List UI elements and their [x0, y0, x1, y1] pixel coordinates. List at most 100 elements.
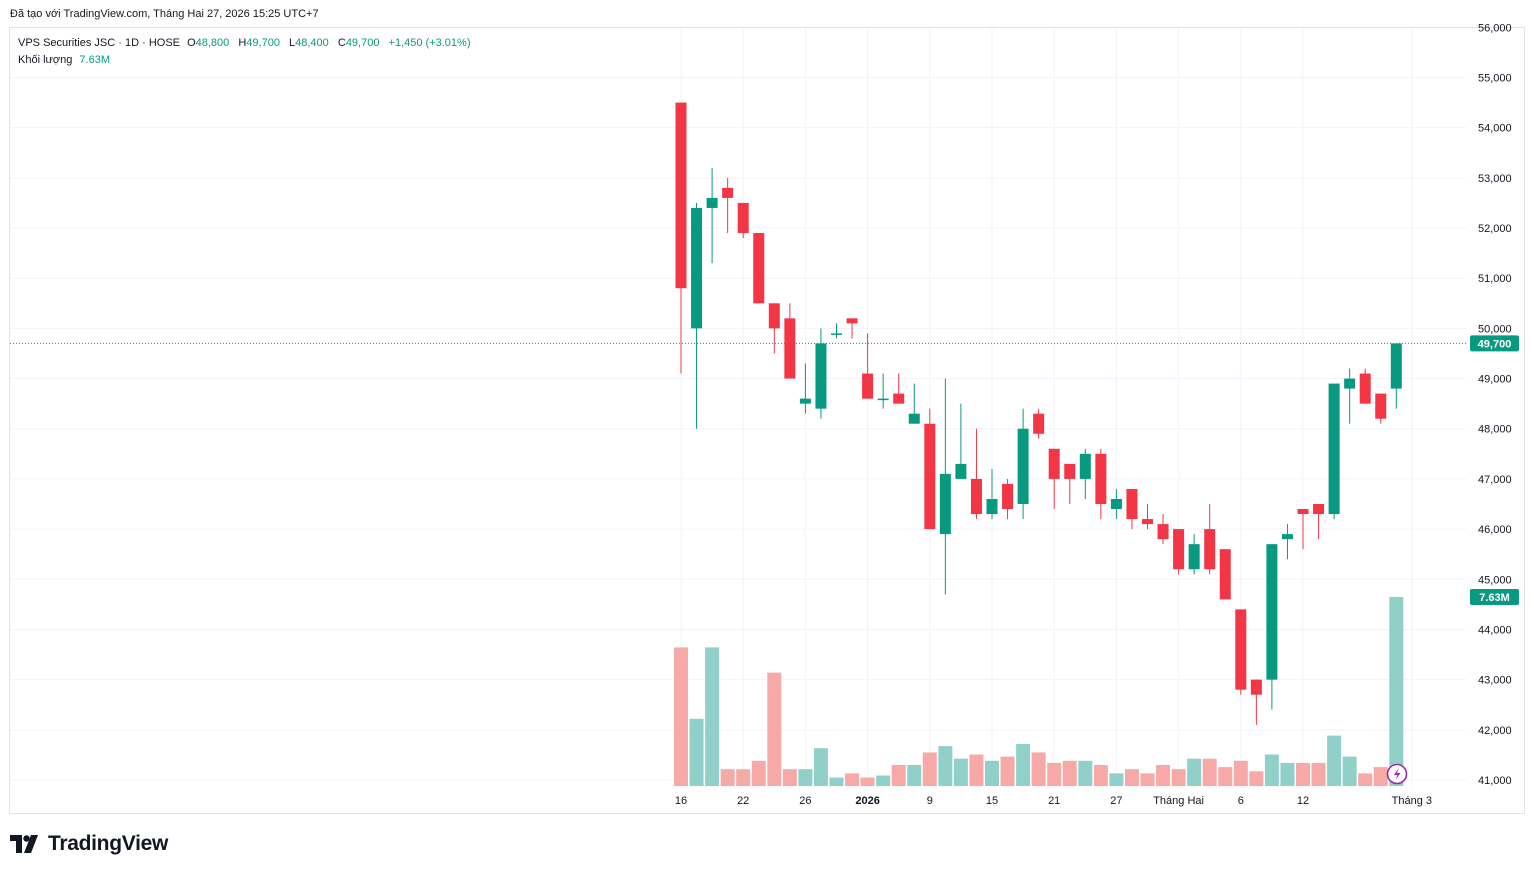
volume-bar	[674, 647, 688, 786]
candle-body	[1079, 453, 1091, 479]
last-price-badge	[1470, 335, 1519, 352]
chart-frame[interactable]	[9, 27, 1525, 814]
volume-bar	[1062, 760, 1077, 786]
low-value: 48,400	[295, 37, 329, 49]
candle-body	[753, 233, 765, 304]
y-tick-label: 53,000	[1478, 173, 1512, 185]
candle-body	[1297, 509, 1309, 515]
price-axis[interactable]: 41,000 42,000 43,000 44,000 45,000 46,000 47,0…	[1478, 22, 1512, 787]
candle-body	[675, 102, 687, 289]
candle-body	[1173, 529, 1185, 570]
volume-label[interactable]: Khối lượng	[18, 54, 73, 66]
volume-bar	[1233, 760, 1248, 786]
volume-bar	[953, 758, 968, 786]
volume-bar	[938, 746, 953, 786]
volume-bar	[1000, 756, 1015, 786]
y-tick-label: 41,000	[1478, 775, 1512, 787]
volume-bar	[720, 769, 735, 786]
legend-ohlc-row: VPS Securities JSC · 1D · HOSE O48,800 H…	[18, 35, 476, 52]
high-key: H	[238, 37, 247, 49]
volume-bar	[829, 777, 844, 786]
y-tick-label: 51,000	[1478, 273, 1512, 285]
candle-body	[1235, 609, 1247, 690]
candle-body	[1219, 549, 1231, 600]
volume-bar	[1093, 765, 1108, 786]
volume-bar	[736, 769, 751, 786]
candle-body	[908, 413, 920, 424]
volume-bar	[751, 760, 766, 786]
x-tick-label: 21	[1048, 795, 1060, 807]
candle-body	[831, 333, 842, 335]
last-volume-label: 7.63M	[1479, 592, 1510, 604]
volume-bar	[860, 777, 875, 786]
last-volume-badge	[1470, 589, 1519, 605]
candle-body	[1390, 343, 1402, 389]
volume-bar	[782, 769, 797, 786]
x-tick-label: 26	[799, 795, 811, 807]
tradingview-logo[interactable]: TradingView	[10, 832, 168, 856]
y-tick-label: 45,000	[1478, 574, 1512, 586]
x-tick-label: Tháng 3	[1392, 795, 1432, 807]
volume-bar	[907, 765, 922, 786]
candle-body	[1048, 448, 1060, 479]
volume-bar	[922, 752, 937, 786]
time-axis[interactable]: 16 22 26 2026 9 15 21 27 Tháng Hai 6 12 Tháng 3	[675, 795, 1432, 807]
x-tick-label: 27	[1110, 795, 1122, 807]
volume-bar	[705, 647, 720, 786]
y-tick-label: 49,000	[1478, 374, 1512, 386]
candle-body	[691, 207, 703, 329]
last-price-label: 49,700	[1478, 338, 1512, 350]
flash-icon[interactable]	[1386, 763, 1408, 785]
high-value: 49,700	[246, 37, 280, 49]
y-tick-label: 48,000	[1478, 424, 1512, 436]
candle-body	[862, 373, 874, 399]
close-value: 49,700	[345, 37, 380, 49]
volume-bar	[1389, 597, 1404, 786]
volume-bar	[876, 775, 891, 786]
volume-bar	[1171, 769, 1186, 786]
candle-body	[1375, 393, 1387, 419]
volume-bar	[845, 773, 860, 786]
y-tick-label: 42,000	[1478, 725, 1512, 737]
candle-body	[1328, 383, 1340, 515]
volume-bar	[767, 672, 782, 786]
candle-body	[799, 398, 811, 404]
x-tick-label: 6	[1238, 795, 1244, 807]
candle-body	[1142, 519, 1153, 525]
y-tick-label: 52,000	[1478, 223, 1512, 235]
volume-bar	[985, 760, 999, 786]
candle-body	[955, 463, 967, 479]
volume-bar	[1124, 769, 1139, 786]
y-tick-label: 54,000	[1478, 123, 1512, 135]
candle-body	[1002, 483, 1014, 510]
symbol-label[interactable]: VPS Securities JSC · 1D · HOSE	[18, 37, 180, 49]
candle-body	[1017, 428, 1029, 505]
volume-bar	[1156, 765, 1171, 786]
candle-body	[706, 197, 718, 208]
candle-body	[1204, 529, 1216, 570]
candle-body	[924, 423, 936, 530]
candle-body	[815, 343, 827, 409]
volume-bar	[969, 754, 984, 786]
volume-bar	[1047, 762, 1062, 786]
volume-bar	[798, 769, 813, 786]
candle-body	[877, 398, 889, 401]
y-tick-label: 43,000	[1478, 675, 1512, 687]
candle-body	[1313, 504, 1325, 515]
volume-bar	[1311, 762, 1326, 786]
volume-bar	[1327, 735, 1342, 786]
candle-body	[1344, 378, 1356, 389]
x-tick-label: 15	[986, 795, 998, 807]
volume-bar	[1202, 758, 1217, 786]
volume-bar	[1140, 773, 1155, 786]
grid-lines	[10, 28, 1466, 786]
close-key: C	[337, 37, 346, 49]
candle-body	[1188, 544, 1200, 570]
legend-volume-row: Khối lượng 7.63M	[18, 52, 476, 69]
x-tick-label: 16	[675, 795, 687, 807]
chart-legend: VPS Securities JSC · 1D · HOSE O48,800 H…	[18, 35, 476, 69]
volume-bar	[1264, 754, 1279, 786]
price-badges: 49,700 7.63M	[1470, 335, 1519, 605]
low-key: L	[289, 37, 296, 49]
